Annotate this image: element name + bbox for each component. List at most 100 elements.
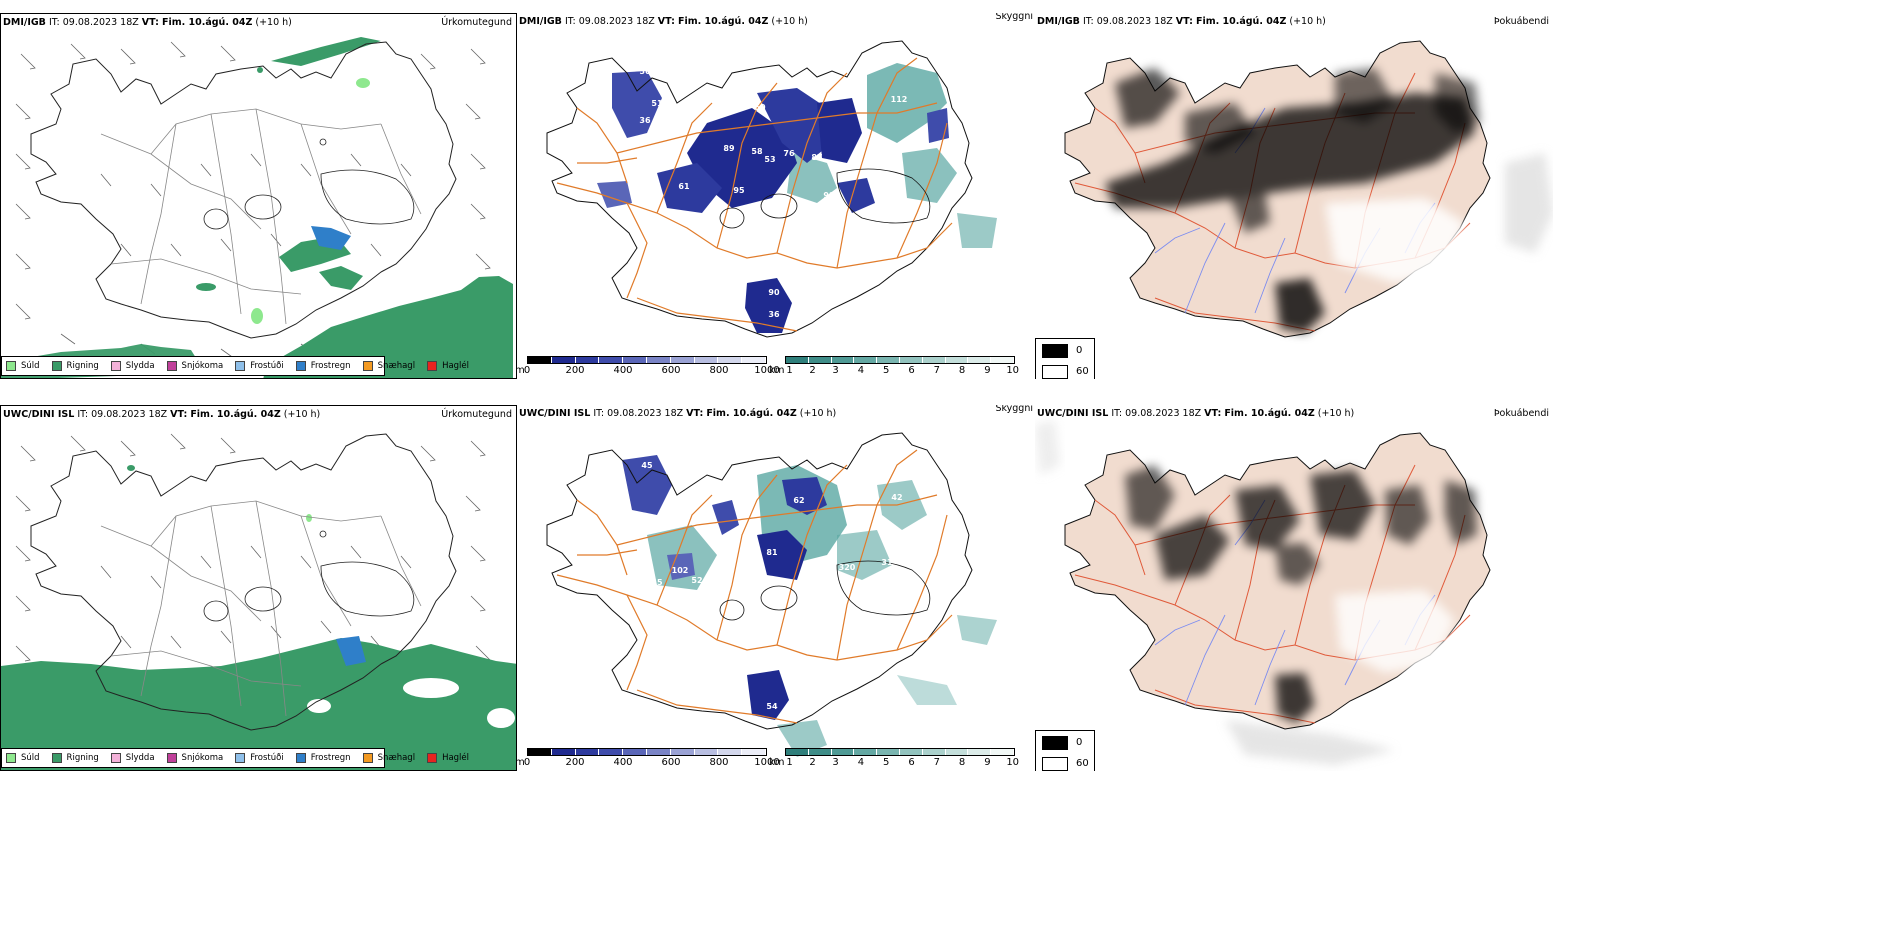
init-time: 09.08.2023 18Z <box>1125 408 1202 419</box>
legend-item: Slydda <box>110 753 155 763</box>
cloud-label: 36 <box>639 116 651 125</box>
fog-legend-max: 60 <box>1076 758 1089 769</box>
colorbar-unit: km <box>769 365 785 376</box>
init-time: 09.08.2023 18Z <box>1096 16 1173 27</box>
valid-time-label: VT: <box>686 408 704 419</box>
colorbar-swatches <box>785 748 1015 756</box>
cloud-label: 36 <box>768 310 780 319</box>
colorbar-swatches <box>785 356 1015 364</box>
visibility-map-top: 56 51 36 60 87 53 58 76 89 95 61 98 90 3… <box>517 13 997 379</box>
init-time-label: IT: <box>1082 16 1094 27</box>
cloud-base-value-labels: 45 70 62 81 102 52 42 31 54 320 15 <box>641 461 902 711</box>
init-time-label: IT: <box>564 16 576 27</box>
cloud-base-colorbar: m 0 200 400 600 800 1000 <box>517 748 780 770</box>
valid-time: Fim. 10.ágú. 04Z <box>1195 16 1287 27</box>
lead-time: (+10 h) <box>255 17 292 28</box>
panel-type-label: Þokuábendi <box>1493 408 1549 419</box>
legend-item: Snjókoma <box>166 361 223 371</box>
cloud-label: 102 <box>672 566 689 575</box>
precip-areas <box>1 37 513 378</box>
init-time: 09.08.2023 18Z <box>91 409 168 420</box>
colorbar-unit: m <box>517 757 525 768</box>
cloud-base-areas <box>597 71 949 333</box>
panel-header: UWC/DINI ISL IT: 09.08.2023 18Z VT: Fim.… <box>1035 405 1553 423</box>
legend-item: Snæhagl <box>362 361 415 371</box>
colorbar-swatches <box>527 748 767 756</box>
cloud-label: 60 <box>754 103 766 112</box>
model-name: DMI/IGB <box>1037 16 1080 27</box>
init-time-label: IT: <box>593 408 605 419</box>
panel-type-label: Skyggni <box>995 405 1033 414</box>
lead-time: (+10 h) <box>771 16 808 27</box>
panel-header: DMI/IGB IT: 09.08.2023 18Z VT: Fim. 10.á… <box>517 13 1035 31</box>
cloud-label: 95 <box>733 186 745 195</box>
colorbar-ticks: 0 200 400 600 800 1000 <box>523 365 780 376</box>
visibility-areas <box>787 63 997 248</box>
valid-time-label: VT: <box>170 409 188 420</box>
valid-time: Fim. 10.ágú. 04Z <box>190 409 281 420</box>
cloud-base-value-labels: 56 51 36 60 87 53 58 76 89 95 61 98 90 3… <box>639 67 907 319</box>
fog-panel-top: DMI/IGB IT: 09.08.2023 18Z VT: Fim. 10.á… <box>1035 13 1553 379</box>
model-name: UWC/DINI ISL <box>1037 408 1109 419</box>
colorbar-swatches <box>527 356 767 364</box>
fog-legend-max: 60 <box>1076 366 1089 377</box>
panel-type-label: Úrkomutegund <box>441 409 512 420</box>
panel-header: UWC/DINI ISL IT: 09.08.2023 18Z VT: Fim.… <box>1 406 516 424</box>
cloud-label: 15 <box>651 578 663 587</box>
precip-panel-bottom: UWC/DINI ISL IT: 09.08.2023 18Z VT: Fim.… <box>0 405 517 771</box>
lead-time: (+10 h) <box>1289 16 1326 27</box>
cloud-label: 31 <box>881 558 893 567</box>
cloud-label: 89 <box>723 144 735 153</box>
lead-time: (+10 h) <box>1317 408 1355 419</box>
visibility-panel-bottom: 45 70 62 81 102 52 42 31 54 320 15 UWC/D… <box>517 405 1035 771</box>
cloud-label: 76 <box>783 149 795 158</box>
precip-type-legend: Súld Rigning Slydda Snjókoma Frostúði Fr… <box>1 356 469 376</box>
colorbar-unit: m <box>517 365 525 376</box>
legend-item: Haglél <box>427 753 469 763</box>
cloud-label: 56 <box>639 67 651 76</box>
panel-type-label: Þokuábendi <box>1493 16 1549 27</box>
model-name: UWC/DINI ISL <box>3 409 75 420</box>
cloud-base-colorbar: m 0 200 400 600 800 1000 <box>517 356 780 378</box>
precip-areas <box>1 465 516 770</box>
colorbar-ticks: 1 2 3 4 5 6 7 8 9 10 <box>786 757 1020 768</box>
cloud-label: 98 <box>823 191 835 200</box>
fog-index-areas <box>1105 68 1480 333</box>
precip-type-legend: Súld Rigning Slydda Snjókoma Frostúði Fr… <box>1 748 469 768</box>
panel-header: DMI/IGB IT: 09.08.2023 18Z VT: Fim. 10.á… <box>1035 13 1553 31</box>
fog-panel-bottom: UWC/DINI ISL IT: 09.08.2023 18Z VT: Fim.… <box>1035 405 1553 771</box>
legend-item: Slydda <box>110 361 155 371</box>
valid-time-label: VT: <box>1204 408 1222 419</box>
valid-time: Fim. 10.ágú. 04Z <box>161 17 253 28</box>
fog-map-top <box>1035 13 1553 379</box>
panel-header: UWC/DINI ISL IT: 09.08.2023 18Z VT: Fim.… <box>517 405 1035 423</box>
legend-item: Rigning <box>51 753 99 763</box>
cloud-base-areas <box>622 455 827 720</box>
model-name: UWC/DINI ISL <box>519 408 591 419</box>
valid-time: Fim. 10.ágú. 04Z <box>677 16 769 27</box>
precip-map-bottom <box>1 406 516 770</box>
init-time-label: IT: <box>1111 408 1123 419</box>
cloud-label: 45 <box>641 461 653 470</box>
init-time-label: IT: <box>77 409 89 420</box>
precip-panel-top: DMI/IGB IT: 09.08.2023 18Z VT: Fim. 10.á… <box>0 13 517 379</box>
legend-item: Súld <box>6 753 40 763</box>
fog-map-bottom <box>1035 420 1553 765</box>
model-name: DMI/IGB <box>3 17 46 28</box>
valid-time-label: VT: <box>1175 16 1193 27</box>
cloud-label: 54 <box>766 702 778 711</box>
legend-item: Súld <box>6 361 40 371</box>
legend-item: Frostúði <box>235 753 284 763</box>
init-time: 09.08.2023 18Z <box>607 408 684 419</box>
valid-time: Fim. 10.ágú. 04Z <box>1224 408 1315 419</box>
cloud-label: 112 <box>891 95 908 104</box>
cloud-label: 58 <box>751 147 763 156</box>
cloud-label: 87 <box>811 153 822 162</box>
cloud-label: 62 <box>793 496 804 505</box>
colorbar-ticks: 0 200 400 600 800 1000 <box>523 757 780 768</box>
visibility-panel-top: 56 51 36 60 87 53 58 76 89 95 61 98 90 3… <box>517 13 1035 379</box>
iceland-coastline <box>31 42 456 338</box>
cloud-label: 81 <box>766 548 778 557</box>
cloud-label: 320 <box>839 563 856 572</box>
model-name: DMI/IGB <box>519 16 562 27</box>
